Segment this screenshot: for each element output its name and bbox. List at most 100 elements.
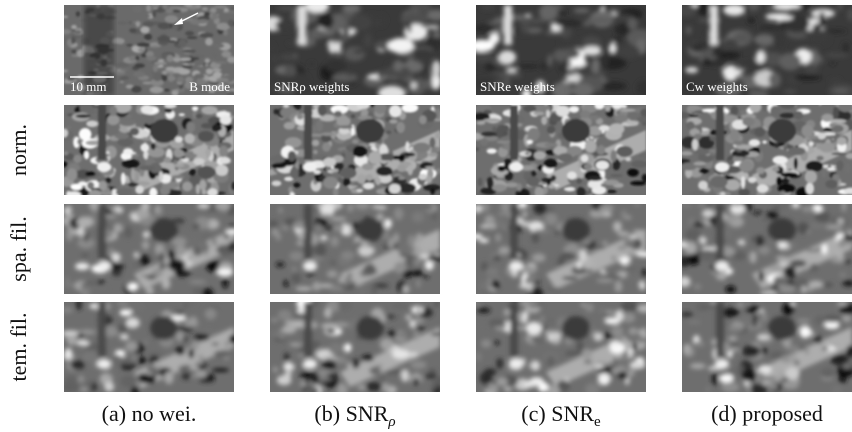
speckle [693, 284, 701, 290]
speckle [122, 207, 131, 215]
speckle [430, 188, 435, 194]
speckle [762, 217, 768, 221]
image-panel [62, 198, 240, 299]
speckle [337, 383, 345, 386]
speckle [130, 128, 139, 136]
dark-vein [150, 218, 178, 242]
speckle [516, 183, 522, 191]
speckle [311, 341, 320, 348]
speckle [149, 187, 157, 198]
speckle [799, 326, 811, 338]
speckle [743, 7, 750, 13]
speckle [694, 162, 706, 166]
speckle [392, 301, 409, 309]
speckle [748, 90, 769, 98]
speckle [211, 342, 220, 345]
speckle [534, 186, 543, 198]
speckle [193, 148, 199, 155]
speckle [710, 176, 728, 188]
row-label: spa. fil. [6, 216, 31, 281]
speckle [534, 151, 546, 160]
speckle [207, 188, 218, 197]
speckle [76, 297, 82, 310]
speckle [598, 373, 611, 385]
image-panel [58, 101, 238, 199]
speckle [166, 67, 177, 71]
speckle [61, 129, 68, 138]
speckle [822, 244, 828, 255]
speckle [212, 68, 221, 71]
speckle [398, 183, 415, 193]
speckle [165, 108, 173, 113]
speckle [120, 81, 124, 83]
speckle [794, 75, 821, 80]
speckle [782, 381, 798, 390]
speckle [428, 152, 438, 156]
speckle [341, 251, 355, 260]
speckle [562, 252, 575, 259]
speckle [187, 62, 194, 65]
speckle [411, 82, 417, 89]
speckle [813, 336, 823, 344]
speckle [276, 262, 285, 267]
speckle [224, 341, 230, 347]
speckle [743, 298, 748, 309]
speckle [205, 64, 209, 67]
speckle [231, 182, 237, 191]
speckle [128, 283, 139, 291]
speckle [692, 139, 698, 151]
speckle [589, 209, 603, 218]
speckle [313, 150, 317, 154]
speckle [363, 264, 376, 277]
speckle [426, 38, 443, 42]
speckle [576, 178, 582, 184]
speckle [697, 0, 710, 15]
speckle [396, 122, 405, 133]
speckle [117, 302, 129, 305]
speckle [612, 12, 617, 15]
speckle [758, 246, 770, 255]
speckle [760, 291, 778, 294]
speckle [401, 369, 409, 382]
speckle [822, 347, 829, 350]
speckle [71, 25, 77, 29]
speckle [157, 36, 170, 42]
speckle [474, 204, 483, 213]
speckle [179, 58, 191, 61]
speckle [186, 121, 195, 132]
speckle [329, 343, 343, 354]
speckle [583, 163, 592, 169]
speckle [545, 213, 558, 225]
speckle [600, 82, 627, 91]
speckle [706, 386, 711, 392]
speckle [484, 215, 495, 227]
speckle [824, 321, 839, 329]
speckle [152, 1, 159, 9]
speckle [773, 156, 788, 165]
speckle [740, 110, 747, 116]
speckle [195, 114, 202, 119]
speckle [686, 121, 695, 129]
speckle [84, 151, 89, 160]
speckle [182, 49, 196, 53]
speckle [596, 279, 613, 282]
speckle [738, 189, 749, 197]
speckle [321, 323, 337, 329]
speckle [389, 119, 397, 123]
image-panel [680, 298, 852, 396]
image-panel [473, 297, 652, 398]
speckle [384, 77, 398, 80]
speckle [573, 8, 589, 12]
speckle [397, 164, 407, 172]
caption-subscript: ρ [387, 414, 395, 430]
speckle [115, 133, 130, 139]
speckle [797, 222, 808, 234]
speckle [606, 190, 616, 193]
speckle [336, 116, 350, 126]
speckle [83, 232, 89, 242]
speckle [480, 4, 494, 10]
speckle [806, 249, 821, 253]
speckle [830, 119, 847, 123]
speckle [177, 77, 184, 83]
speckle [528, 128, 540, 141]
